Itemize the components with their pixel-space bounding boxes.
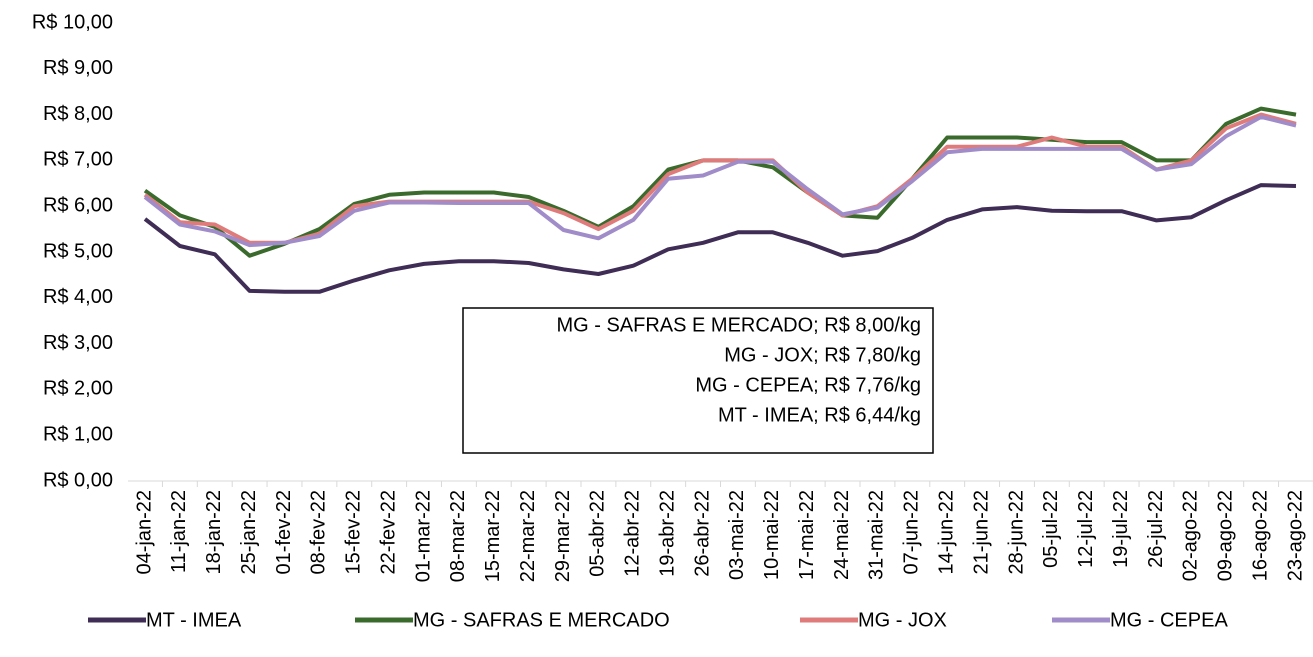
series-line xyxy=(143,112,1297,245)
x-tick-label: 05-abr-22 xyxy=(587,490,609,577)
legend-label: MG - JOX xyxy=(858,609,947,631)
x-tick-label: 17-mai-22 xyxy=(796,490,818,580)
x-tick-label: 15-mar-22 xyxy=(482,490,504,582)
x-tick-label: 05-jul-22 xyxy=(1040,490,1062,568)
y-tick-label: R$ 7,00 xyxy=(43,149,113,171)
annotation: MT - IMEA; R$ 6,44/kg xyxy=(718,404,921,426)
series-line xyxy=(143,114,1297,248)
x-tick-label: 11-jan-22 xyxy=(168,490,190,573)
x-tick-label: 12-abr-22 xyxy=(622,490,644,577)
x-tick-label: 19-abr-22 xyxy=(656,490,678,577)
y-tick-label: R$ 5,00 xyxy=(43,240,113,262)
x-tick-label: 14-jun-22 xyxy=(935,490,957,575)
x-tick-label: 25-jan-22 xyxy=(238,490,260,575)
y-tick-label: R$ 3,00 xyxy=(43,332,113,354)
y-tick-label: R$ 6,00 xyxy=(43,194,113,216)
x-tick-label: 03-mai-22 xyxy=(726,490,748,580)
x-tick-label: 21-jun-22 xyxy=(970,490,992,575)
annotation-box xyxy=(462,307,934,454)
x-tick-label: 01-mar-22 xyxy=(412,490,434,582)
legend-label: MG - SAFRAS E MERCADO xyxy=(413,609,670,631)
annotation: MG - JOX; R$ 7,80/kg xyxy=(724,344,921,366)
x-tick-label: 12-jul-22 xyxy=(1075,490,1097,568)
series-line xyxy=(143,183,1297,294)
x-tick-label: 08-mar-22 xyxy=(447,490,469,582)
x-tick-label: 15-fev-22 xyxy=(343,490,365,575)
x-tick-label: 26-jul-22 xyxy=(1145,490,1167,568)
y-tick-label: R$ 4,00 xyxy=(43,286,113,308)
x-tick-label: 01-fev-22 xyxy=(273,490,295,575)
x-tick-label: 07-jun-22 xyxy=(901,490,923,575)
x-tick-label: 24-mai-22 xyxy=(831,490,853,580)
y-tick-label: R$ 1,00 xyxy=(43,423,113,445)
annotation: MG - SAFRAS E MERCADO; R$ 8,00/kg xyxy=(556,314,921,336)
x-tick-label: 10-mai-22 xyxy=(761,490,783,580)
y-tick-label: R$ 10,00 xyxy=(32,11,113,33)
x-tick-label: 22-fev-22 xyxy=(377,490,399,575)
y-tick-label: R$ 2,00 xyxy=(43,378,113,400)
legend-label: MG - CEPEA xyxy=(1110,609,1228,631)
x-tick-label: 18-jan-22 xyxy=(203,490,225,575)
annotation: MG - CEPEA; R$ 7,76/kg xyxy=(695,374,921,396)
y-tick-label: R$ 9,00 xyxy=(43,57,113,79)
y-tick-label: R$ 0,00 xyxy=(43,469,113,491)
x-tick-label: 31-mai-22 xyxy=(866,490,888,580)
x-tick-label: 09-ago-22 xyxy=(1215,490,1237,581)
x-tick-label: 28-jun-22 xyxy=(1005,490,1027,575)
y-tick-label: R$ 8,00 xyxy=(43,103,113,125)
legend-label: MT - IMEA xyxy=(146,609,242,631)
x-tick-label: 26-abr-22 xyxy=(691,490,713,577)
x-tick-label: 22-mar-22 xyxy=(517,490,539,582)
x-tick-label: 29-mar-22 xyxy=(552,490,574,582)
x-tick-label: 04-jan-22 xyxy=(133,490,155,575)
x-tick-label: 19-jul-22 xyxy=(1110,490,1132,568)
x-tick-label: 08-fev-22 xyxy=(308,490,330,575)
x-tick-label: 16-ago-22 xyxy=(1249,490,1271,581)
x-tick-label: 23-ago-22 xyxy=(1284,490,1306,581)
x-tick-label: 02-ago-22 xyxy=(1180,490,1202,581)
